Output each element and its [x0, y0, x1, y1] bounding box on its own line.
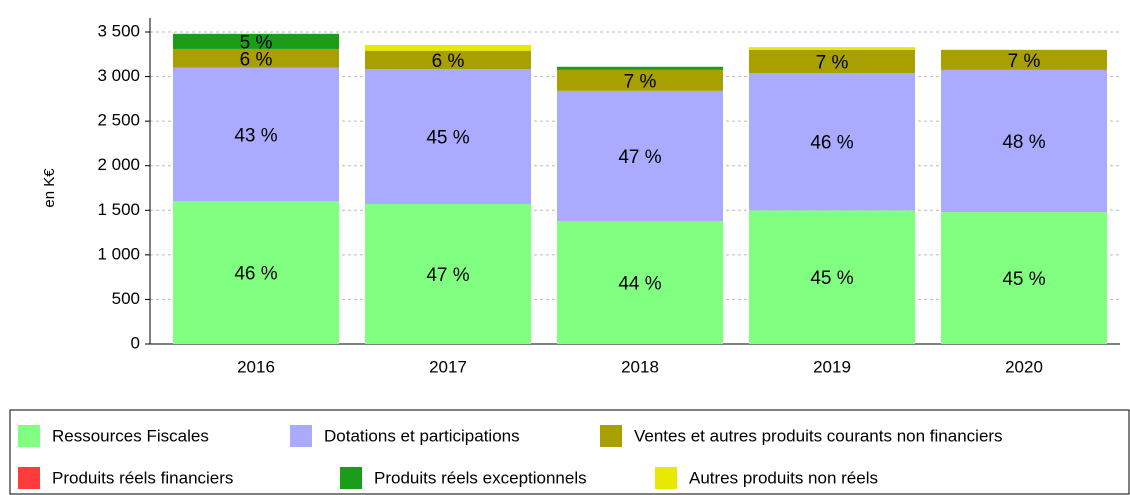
data-label: 45 %	[1002, 269, 1045, 290]
bar-segment	[557, 69, 723, 91]
legend-label: Ventes et autres produits courants non f…	[634, 426, 1003, 445]
data-label: 47 %	[426, 265, 469, 286]
legend-swatch	[655, 467, 677, 489]
bar-segment	[557, 66, 723, 70]
legend-swatch	[600, 425, 622, 447]
bar-segment	[749, 210, 915, 344]
data-label: 6 %	[432, 51, 465, 72]
data-label: 5 %	[240, 32, 273, 53]
bar-segment	[749, 47, 915, 50]
legend-label: Produits réels financiers	[52, 468, 233, 487]
bar-segment	[173, 201, 339, 344]
data-label: 46 %	[234, 264, 277, 285]
legend-label: Autres produits non réels	[689, 468, 878, 487]
x-tick-label: 2019	[813, 357, 851, 376]
data-label: 6 %	[240, 49, 273, 70]
legend-label: Dotations et participations	[324, 426, 520, 445]
bar-segment	[365, 68, 531, 205]
bar-segment	[941, 69, 1107, 213]
bar-segment	[365, 50, 531, 69]
legend-swatch	[18, 425, 40, 447]
bar-segment	[749, 49, 915, 74]
y-tick-label: 1 000	[97, 244, 140, 263]
bar-segment	[749, 73, 915, 211]
bar-segment	[941, 212, 1107, 344]
bar-segment	[173, 67, 339, 202]
bar-segment	[557, 220, 723, 344]
legend-swatch	[18, 467, 40, 489]
data-label: 7 %	[1008, 51, 1041, 72]
legend-label: Produits réels exceptionnels	[374, 468, 587, 487]
bar-segment	[941, 49, 1107, 70]
y-tick-label: 500	[112, 289, 140, 308]
y-tick-label: 3 000	[97, 66, 140, 85]
y-tick-label: 0	[131, 333, 140, 352]
data-label: 7 %	[816, 52, 849, 73]
data-label: 47 %	[618, 147, 661, 168]
data-label: 45 %	[426, 128, 469, 149]
bar-segment	[365, 44, 531, 51]
data-label: 43 %	[234, 126, 277, 147]
legend-box	[9, 409, 1130, 495]
legend-swatch	[290, 425, 312, 447]
y-tick-label: 2 500	[97, 111, 140, 130]
data-label: 48 %	[1002, 132, 1045, 153]
bar-segment	[173, 33, 339, 49]
data-label: 46 %	[810, 133, 853, 154]
x-tick-label: 2017	[429, 357, 467, 376]
bar-segment	[173, 48, 339, 68]
bar-segment	[557, 90, 723, 221]
x-tick-label: 2018	[621, 357, 659, 376]
y-tick-label: 2 000	[97, 155, 140, 174]
data-label: 44 %	[618, 274, 661, 295]
x-tick-label: 2020	[1005, 357, 1043, 376]
legend-label: Ressources Fiscales	[52, 426, 209, 445]
y-tick-label: 3 500	[97, 21, 140, 40]
bar-segment	[365, 204, 531, 344]
y-tick-label: 1 500	[97, 200, 140, 219]
legend-swatch	[340, 467, 362, 489]
data-label: 7 %	[624, 71, 657, 92]
data-label: 45 %	[810, 268, 853, 289]
x-tick-label: 2016	[237, 357, 275, 376]
y-axis-label: en K€	[41, 168, 58, 208]
